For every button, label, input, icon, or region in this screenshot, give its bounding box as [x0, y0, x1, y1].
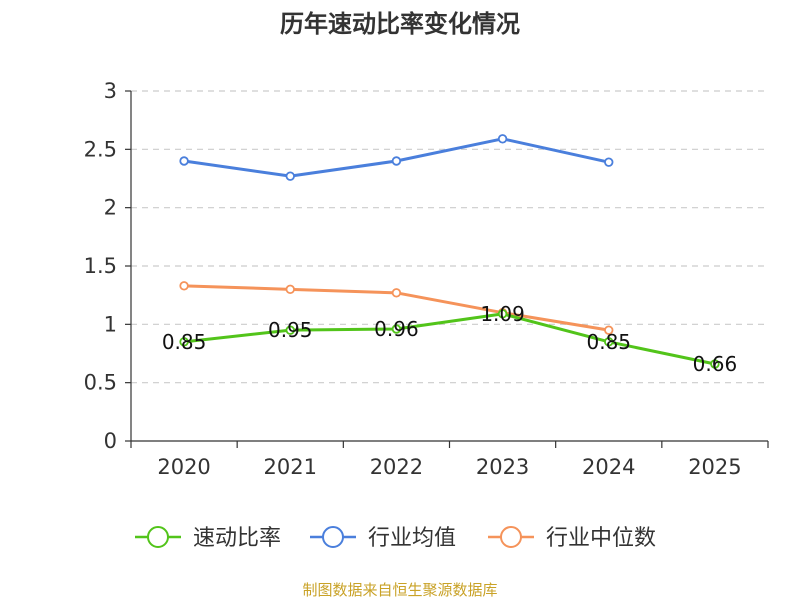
legend-marker — [322, 526, 344, 548]
legend-label: 行业中位数 — [546, 526, 656, 551]
gridlines — [131, 90, 768, 384]
x-tick-label: 2022 — [370, 455, 423, 479]
legend-label: 速动比率 — [193, 526, 281, 551]
data-point[interactable] — [391, 156, 402, 166]
data-point[interactable] — [604, 157, 614, 167]
data-point[interactable] — [497, 309, 508, 319]
y-tick-label: 0 — [104, 429, 117, 453]
data-label: 0.85 — [586, 330, 631, 354]
x-tick-label: 2023 — [476, 455, 529, 479]
data-label: 1.09 — [480, 302, 525, 326]
x-tick-label: 2024 — [582, 455, 635, 479]
data-point[interactable] — [285, 284, 295, 295]
data-point[interactable] — [179, 337, 189, 347]
data-label: 0.66 — [693, 352, 738, 376]
data-point[interactable] — [285, 171, 295, 181]
legend[interactable]: 速动比率 行业均值 行业中位数 — [135, 526, 656, 551]
data-label: 0.85 — [162, 330, 207, 354]
data-point[interactable] — [604, 337, 614, 347]
series-0 — [179, 309, 720, 369]
x-tick-label: 2025 — [688, 455, 741, 479]
x-tick-label: 2021 — [264, 455, 317, 479]
data-point[interactable] — [710, 359, 720, 369]
data-labels: 0.85 0.95 0.96 1.09 0.85 0.66 — [162, 302, 737, 376]
data-point[interactable] — [391, 288, 402, 298]
y-tick-label: 1.5 — [84, 254, 117, 278]
axes: 0 0.5 1 1.5 2 2.5 3 2020 2021 2022 2023 2024 2025 — [84, 79, 769, 479]
data-point[interactable] — [604, 325, 614, 335]
data-label: 0.95 — [268, 318, 313, 342]
data-point[interactable] — [497, 134, 508, 144]
data-label: 0.96 — [374, 317, 419, 341]
series-group — [179, 134, 720, 369]
data-point[interactable] — [285, 325, 295, 335]
legend-marker — [147, 526, 169, 548]
data-point[interactable] — [179, 281, 189, 291]
source-note: 制图数据来自恒生聚源数据库 — [302, 581, 497, 599]
data-point[interactable] — [179, 156, 189, 166]
legend-label: 行业均值 — [368, 526, 456, 551]
x-tick-label: 2020 — [157, 455, 210, 479]
chart-title: 历年速动比率变化情况 — [280, 10, 520, 38]
legend-item[interactable]: 行业中位数 — [488, 526, 656, 551]
series-1 — [179, 134, 614, 181]
legend-marker — [500, 526, 522, 548]
y-tick-label: 0.5 — [84, 371, 117, 395]
data-point[interactable] — [391, 324, 402, 334]
y-tick-label: 2 — [104, 196, 117, 220]
legend-item[interactable]: 行业均值 — [310, 526, 456, 551]
y-tick-label: 3 — [104, 79, 117, 103]
legend-item[interactable]: 速动比率 — [135, 526, 281, 551]
y-tick-label: 1 — [104, 312, 117, 336]
y-tick-label: 2.5 — [84, 137, 117, 161]
series-line — [183, 312, 716, 366]
